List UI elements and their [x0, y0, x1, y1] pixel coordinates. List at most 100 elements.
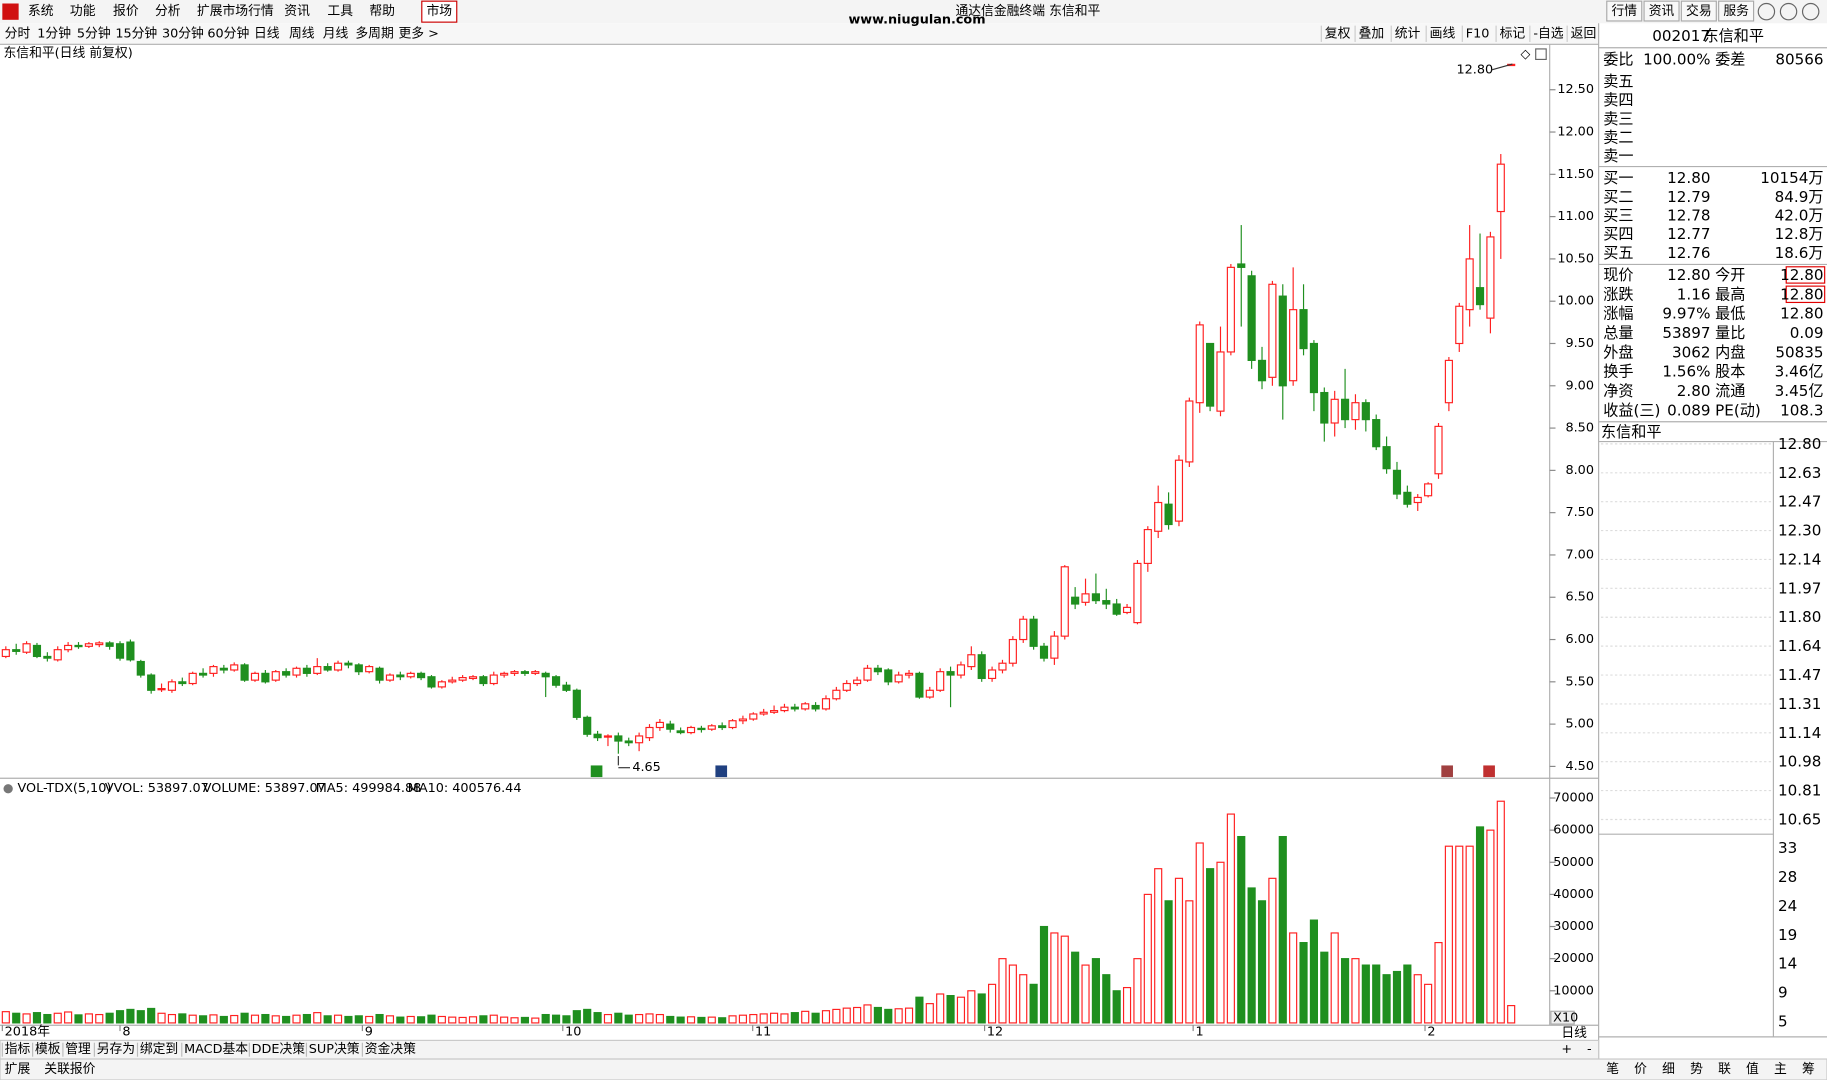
- candle-body: [635, 735, 644, 744]
- status-tab[interactable]: 关联报价: [44, 1062, 95, 1077]
- close[interactable]: [1801, 2, 1820, 21]
- tool-button[interactable]: 复权: [1325, 25, 1351, 41]
- bottom-tab[interactable]: SUP决策: [309, 1041, 360, 1057]
- volume-bar: [209, 1014, 218, 1024]
- side-tab[interactable]: 筹: [1802, 1061, 1815, 1077]
- volume-bar: [967, 990, 976, 1024]
- minimize[interactable]: [1757, 2, 1776, 21]
- top-button[interactable]: 服务: [1723, 3, 1749, 19]
- side-tab[interactable]: 值: [1746, 1061, 1759, 1077]
- period-tab[interactable]: 1分钟: [37, 25, 71, 41]
- period-tab[interactable]: 5分钟: [77, 25, 111, 41]
- volume-bar: [1465, 845, 1474, 1024]
- tool-button[interactable]: 标记: [1500, 26, 1526, 41]
- tool-button[interactable]: 画线: [1430, 26, 1456, 41]
- side-tab[interactable]: 联: [1718, 1062, 1731, 1077]
- menu-item[interactable]: 分析: [155, 4, 181, 19]
- volume-bar: [167, 1013, 177, 1024]
- period-tab[interactable]: 更多 >: [398, 26, 438, 41]
- intraday-price-label: 12.63: [1778, 464, 1821, 482]
- candle-body: [956, 664, 966, 676]
- candle-body: [562, 684, 571, 691]
- volume-bars: [1, 800, 1516, 1024]
- bid-label: 买四: [1603, 225, 1633, 243]
- chart-title: 东信和平(日线 前复权): [3, 45, 132, 61]
- window-title: 通达信金融终端 东信和平: [955, 3, 1100, 19]
- bottom-tab[interactable]: 绑定到: [140, 1042, 178, 1057]
- stat-label: 今开: [1715, 266, 1745, 284]
- menu-item[interactable]: 工具: [327, 4, 353, 19]
- volume-bar: [1486, 829, 1495, 1024]
- bottom-tab[interactable]: 资金决策: [365, 1041, 416, 1057]
- side-tab[interactable]: 价: [1634, 1062, 1647, 1077]
- side-tab[interactable]: 笔: [1606, 1061, 1619, 1077]
- volume-bar: [832, 1008, 841, 1024]
- candle-body: [1133, 562, 1142, 624]
- period-tab[interactable]: 月线: [323, 26, 349, 41]
- menu-item[interactable]: 资讯: [284, 4, 310, 19]
- candle-body: [385, 674, 395, 681]
- volume-bar: [157, 1012, 166, 1024]
- bottom-tab[interactable]: 另存为: [97, 1042, 135, 1057]
- indicator-toggle[interactable]: [3, 784, 13, 794]
- volume-bar: [344, 1015, 353, 1024]
- y-tick-label: 11.00: [1557, 209, 1594, 224]
- icon[interactable]: [1535, 48, 1547, 60]
- status-tab[interactable]: 扩展: [5, 1062, 31, 1077]
- bottom-tab[interactable]: MACD基本: [184, 1042, 248, 1057]
- period-tab[interactable]: 周线: [289, 26, 315, 41]
- top-button[interactable]: 资讯: [1649, 4, 1675, 19]
- zoom-button[interactable]: +: [1561, 1042, 1572, 1057]
- icon[interactable]: ◇: [1521, 47, 1531, 62]
- volume-bar: [1071, 951, 1080, 1024]
- market-tab[interactable]: 市场: [426, 3, 452, 19]
- maximize[interactable]: [1779, 2, 1798, 21]
- candle-body: [219, 667, 228, 671]
- period-tab[interactable]: 多周期: [355, 26, 393, 41]
- candle-body: [998, 662, 1007, 671]
- side-tab[interactable]: 势: [1690, 1061, 1703, 1077]
- volume-bar: [1455, 845, 1464, 1024]
- tool-button[interactable]: -自选: [1533, 26, 1563, 41]
- candle-body: [1039, 645, 1049, 659]
- candle-body: [1071, 596, 1080, 605]
- period-tab[interactable]: 30分钟: [162, 25, 204, 41]
- period-tab[interactable]: 日线: [254, 26, 280, 41]
- top-button[interactable]: 交易: [1686, 3, 1712, 19]
- menu-item[interactable]: 帮助: [369, 4, 395, 19]
- bottom-tab[interactable]: DDE决策: [252, 1041, 306, 1057]
- period-tab[interactable]: 分时: [5, 26, 31, 41]
- menu-item[interactable]: 系统: [28, 4, 54, 19]
- side-tab[interactable]: 细: [1662, 1062, 1675, 1077]
- menu-item[interactable]: 报价: [113, 4, 139, 19]
- stat-value: 9.97%: [1662, 305, 1710, 323]
- stat-value: 1.16: [1677, 285, 1711, 303]
- quote-label: 委差: [1715, 50, 1745, 68]
- volume-bar: [261, 1013, 270, 1024]
- tool-button[interactable]: 统计: [1395, 26, 1421, 41]
- candle-body: [1216, 351, 1225, 412]
- menu-item[interactable]: 扩展市场行情: [197, 3, 274, 19]
- menu-item[interactable]: 功能: [70, 4, 96, 19]
- volume-bar: [1361, 964, 1370, 1024]
- bottom-tab[interactable]: 模板: [35, 1042, 61, 1057]
- volume-bar: [115, 1010, 125, 1024]
- bottom-tab[interactable]: 管理: [65, 1042, 91, 1057]
- stat-label: 股本: [1715, 363, 1745, 381]
- volume-bar: [998, 958, 1007, 1024]
- candle-body: [32, 644, 42, 658]
- y-tick-label: 8.50: [1565, 421, 1594, 436]
- tool-button[interactable]: F10: [1466, 26, 1490, 41]
- candle-body: [645, 726, 654, 739]
- candle-body: [188, 672, 197, 685]
- stat-value: 53897: [1662, 324, 1710, 342]
- tool-button[interactable]: 返回: [1571, 26, 1597, 41]
- period-tab[interactable]: 15分钟: [115, 25, 157, 41]
- intraday-price-label: 10.98: [1778, 753, 1821, 771]
- top-button[interactable]: 行情: [1611, 4, 1637, 19]
- side-tab[interactable]: 主: [1774, 1062, 1787, 1077]
- zoom-button[interactable]: -: [1587, 1042, 1592, 1057]
- tool-button[interactable]: 叠加: [1359, 26, 1385, 41]
- period-tab[interactable]: 60分钟: [207, 25, 249, 41]
- bottom-tab[interactable]: 指标: [5, 1042, 31, 1057]
